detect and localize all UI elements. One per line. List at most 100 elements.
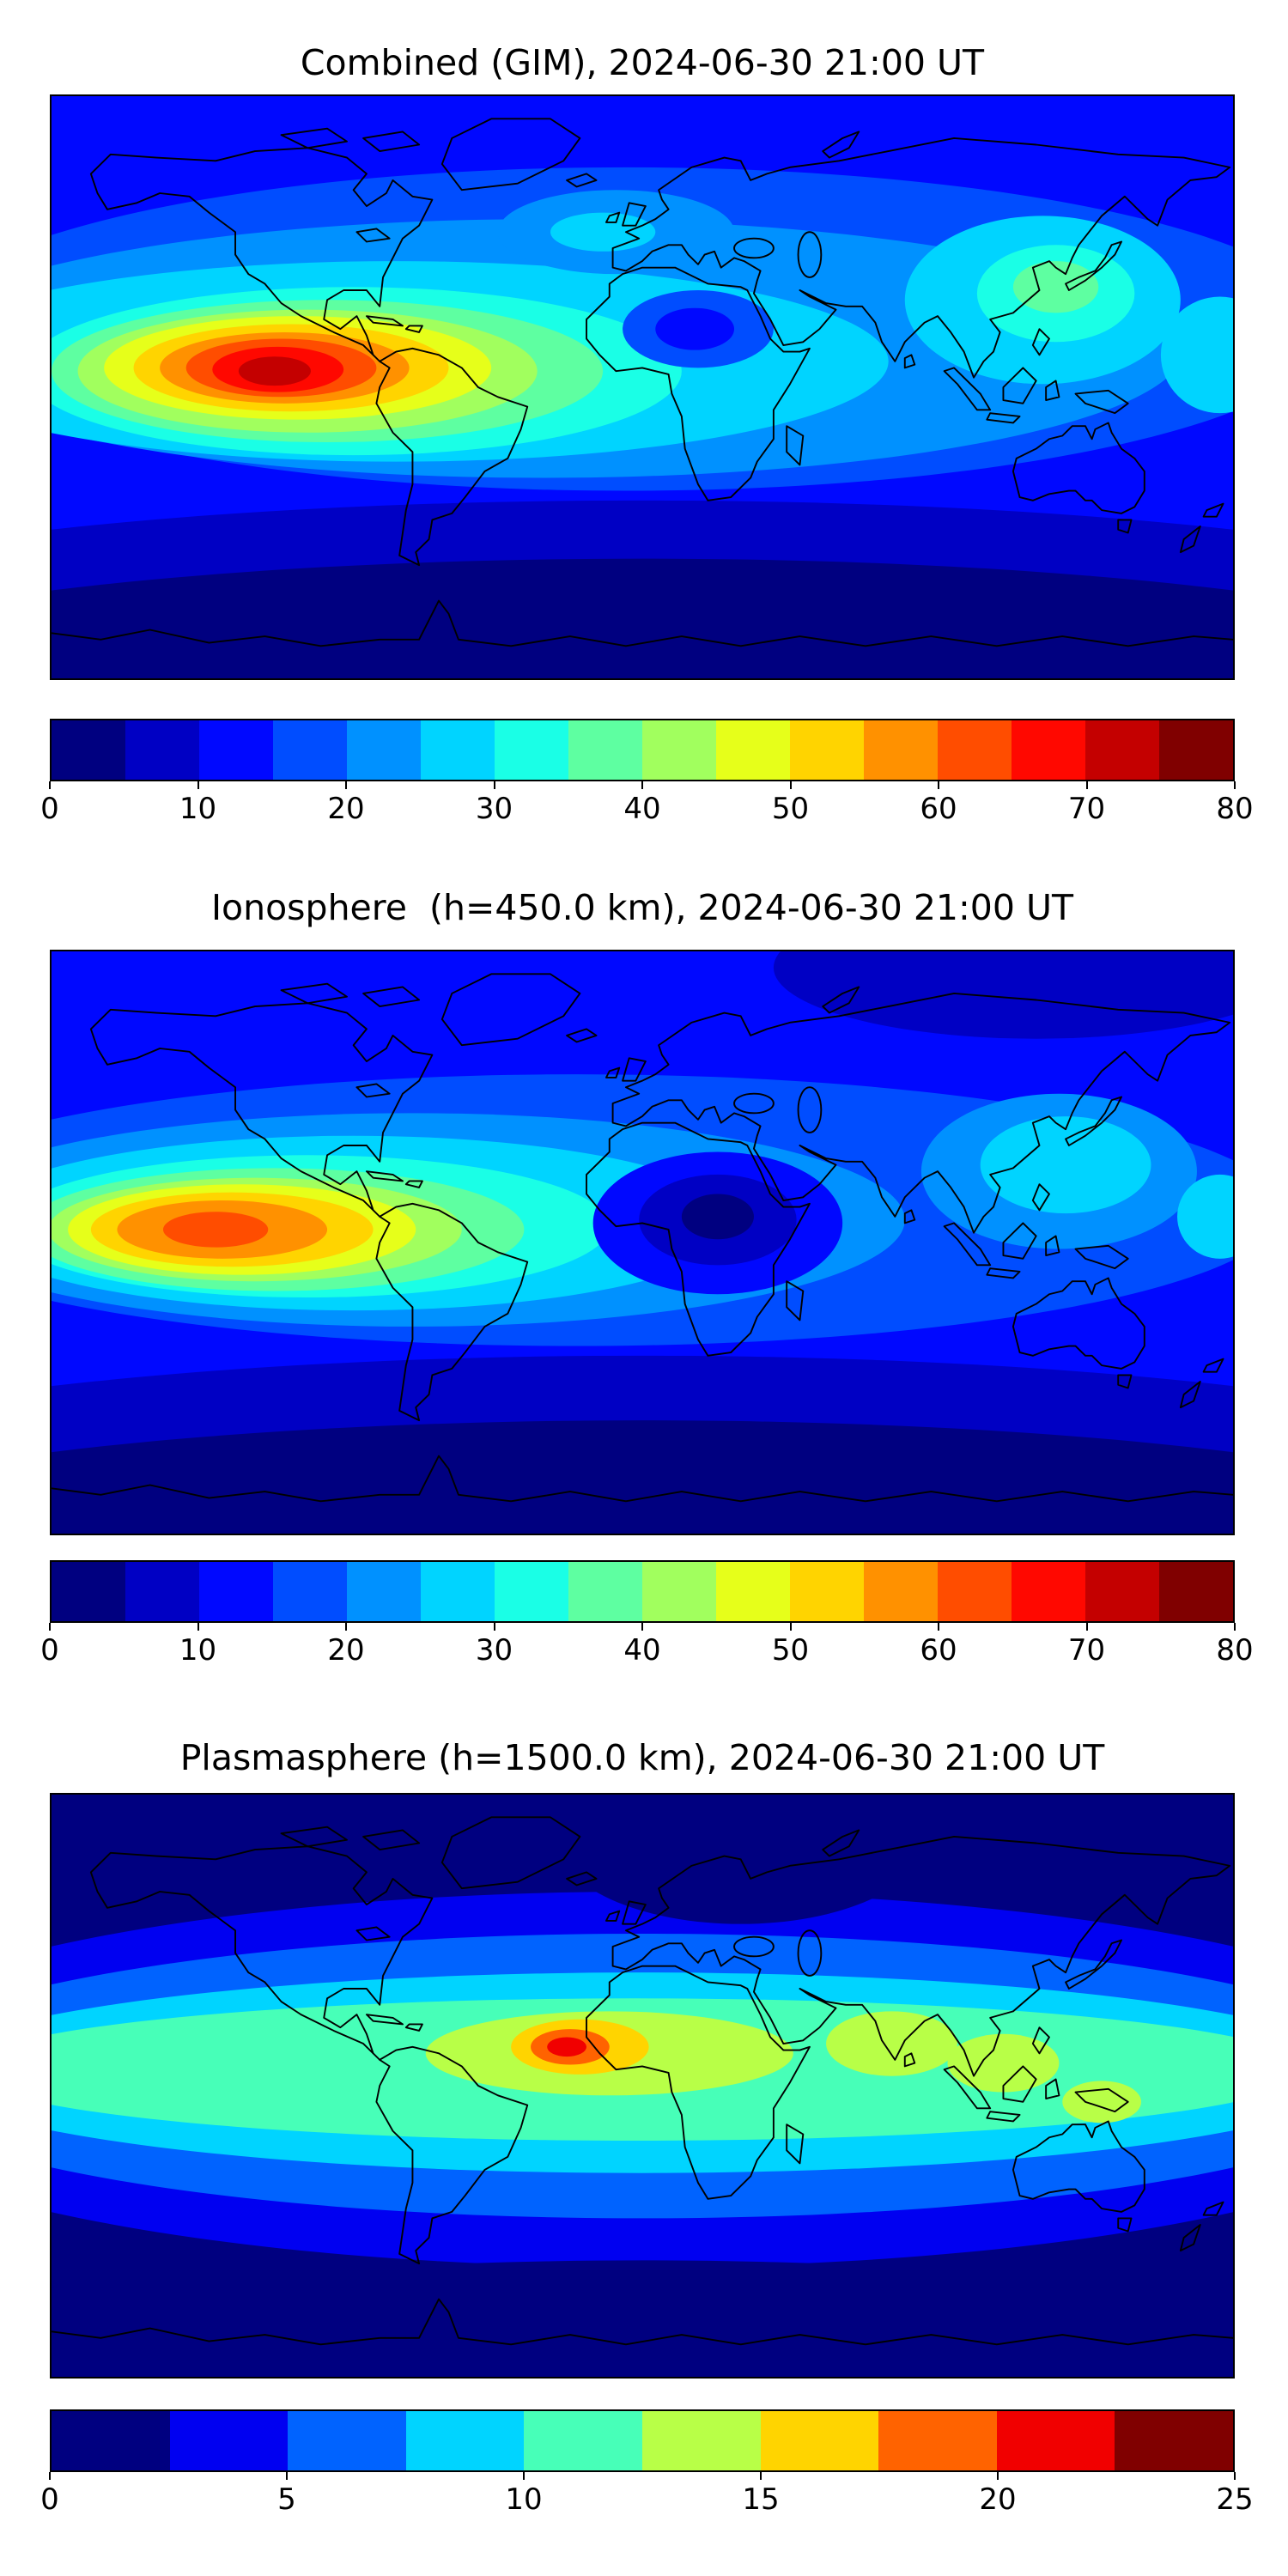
colorbar-plasmasphere	[50, 2409, 1235, 2472]
colorbar-segment	[1115, 2411, 1233, 2470]
colorbar-segment	[495, 1562, 568, 1621]
tick-mark	[286, 2472, 288, 2480]
tick-label: 70	[1067, 792, 1106, 826]
colorbar-segment	[1159, 1562, 1233, 1621]
tick-mark	[789, 781, 792, 789]
colorbar-segment	[52, 720, 125, 780]
tick-mark	[49, 781, 51, 789]
map-combined-canvas	[52, 96, 1233, 678]
colorbar-segment	[1012, 1562, 1085, 1621]
colorbar-segment	[199, 1562, 273, 1621]
colorbar-segment	[1159, 720, 1233, 780]
tick-label: 30	[475, 1633, 513, 1668]
tick-label: 20	[979, 2482, 1017, 2517]
colorbar-segment	[125, 720, 199, 780]
colorbar-segment	[864, 720, 938, 780]
tick-label: 20	[327, 1633, 365, 1668]
colorbar-segment	[938, 1562, 1012, 1621]
colorbar-ionosphere	[50, 1560, 1235, 1623]
tick-mark	[1085, 781, 1088, 789]
tick-mark	[1085, 1623, 1088, 1631]
panel-title-ionosphere: Ionosphere (h=450.0 km), 2024-06-30 21:0…	[210, 887, 1074, 928]
colorbar-segment	[52, 2411, 170, 2470]
colorbar-segment	[347, 720, 421, 780]
colorbar-ticks-combined	[49, 781, 1236, 790]
colorbar-segment	[524, 2411, 642, 2470]
contour-bands-ionosphere	[52, 951, 1233, 1534]
tick-label: 0	[40, 792, 59, 826]
colorbar-ticks-plasmasphere	[49, 2472, 1236, 2481]
tick-label: 80	[1216, 792, 1254, 826]
colorbar-segment	[52, 1562, 125, 1621]
colorbar-segment	[641, 2411, 761, 2470]
tick-mark	[1234, 1623, 1236, 1631]
tick-label: 50	[771, 1633, 810, 1668]
colorbar-segment	[288, 2411, 406, 2470]
colorbar-segment	[938, 720, 1012, 780]
tick-mark	[345, 781, 347, 789]
tick-mark	[1234, 781, 1236, 789]
colorbar-segment	[405, 2411, 525, 2470]
colorbar-segment	[716, 1562, 790, 1621]
colorbar-labels-ionosphere: 0 10 20 30 40 50 60 70 80	[40, 1633, 1253, 1671]
colorbar-segment	[347, 1562, 421, 1621]
colorbar-segment	[568, 720, 642, 780]
tick-mark	[523, 2472, 525, 2480]
colorbar-segment	[125, 1562, 199, 1621]
tick-label: 70	[1067, 1633, 1106, 1668]
tick-label: 15	[742, 2482, 780, 2517]
contour-bands-plasmasphere	[52, 1795, 1233, 2377]
tick-mark	[197, 1623, 199, 1631]
tick-mark	[1234, 2472, 1236, 2480]
map-ionosphere	[50, 950, 1235, 1535]
colorbar-combined	[50, 719, 1235, 781]
colorbar-segment	[878, 2411, 997, 2470]
tick-label: 50	[771, 792, 810, 826]
tick-label: 5	[277, 2482, 296, 2517]
tick-mark	[49, 1623, 51, 1631]
panel-title-combined: Combined (GIM), 2024-06-30 21:00 UT	[300, 42, 985, 83]
colorbar-segment	[760, 2411, 879, 2470]
colorbar-segment	[1085, 1562, 1159, 1621]
colorbar-segment	[790, 1562, 864, 1621]
tick-label: 20	[327, 792, 365, 826]
colorbar-labels-plasmasphere: 0 5 10 15 20 25	[40, 2482, 1253, 2520]
tick-mark	[345, 1623, 347, 1631]
colorbar-segment	[568, 1562, 642, 1621]
map-combined	[50, 94, 1235, 680]
colorbar-segment	[716, 720, 790, 780]
tick-mark	[641, 1623, 643, 1631]
tick-mark	[49, 2472, 51, 2480]
colorbar-segment	[169, 2411, 289, 2470]
tick-label: 40	[623, 1633, 661, 1668]
map-ionosphere-canvas	[52, 951, 1233, 1534]
colorbar-labels-combined: 0 10 20 30 40 50 60 70 80	[40, 792, 1253, 829]
colorbar-segment	[273, 720, 347, 780]
tick-mark	[938, 781, 939, 789]
tick-label: 40	[623, 792, 661, 826]
colorbar-ticks-ionosphere	[49, 1623, 1236, 1631]
colorbar-segment	[1085, 720, 1159, 780]
tick-mark	[641, 781, 643, 789]
colorbar-segment	[273, 1562, 347, 1621]
tick-label: 60	[920, 792, 957, 826]
tick-label: 0	[40, 1633, 59, 1668]
tick-label: 25	[1216, 2482, 1254, 2517]
map-plasmasphere	[50, 1793, 1235, 2379]
tick-mark	[493, 781, 495, 789]
tick-label: 80	[1216, 1633, 1254, 1668]
colorbar-segment	[199, 720, 273, 780]
tick-mark	[789, 1623, 792, 1631]
tick-label: 30	[475, 792, 513, 826]
tick-label: 10	[179, 792, 217, 826]
colorbar-segment	[1012, 720, 1085, 780]
colorbar-segment	[996, 2411, 1115, 2470]
colorbar-segment	[421, 1562, 495, 1621]
colorbar-segment	[642, 720, 716, 780]
tick-mark	[997, 2472, 999, 2480]
colorbar-segment	[495, 720, 568, 780]
tick-label: 10	[505, 2482, 543, 2517]
tick-mark	[760, 2472, 762, 2480]
contour-bands-combined	[52, 96, 1233, 678]
